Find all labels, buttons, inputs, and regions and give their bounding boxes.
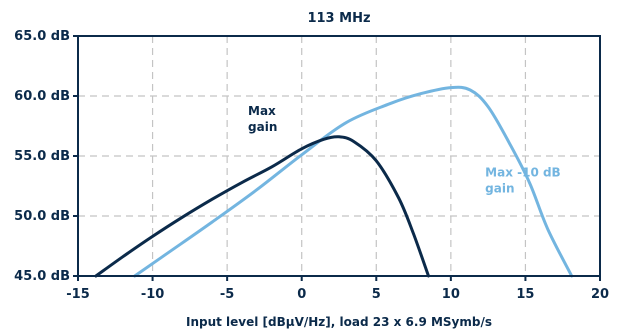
grid xyxy=(78,36,600,276)
x-tick-label: 10 xyxy=(442,287,460,302)
series-line-max-10-db-gain xyxy=(133,85,574,278)
series-layer xyxy=(94,85,574,278)
x-tick-label: 20 xyxy=(591,287,609,302)
y-tick-label: 50.0 dB xyxy=(14,209,70,224)
y-tick-label: 55.0 dB xyxy=(14,149,70,164)
x-tick-label: -5 xyxy=(220,287,234,302)
annotations: Max gain Max -10 dB gain xyxy=(248,104,561,195)
x-tick-label: 15 xyxy=(516,287,534,302)
x-tick-label: 0 xyxy=(297,287,306,302)
chart-title: 113 MHz xyxy=(307,11,370,26)
x-tick-label: 5 xyxy=(372,287,381,302)
series-annotation: Max gain xyxy=(248,104,277,134)
series-line-max-gain xyxy=(94,135,430,278)
x-tick-label: -15 xyxy=(66,287,90,302)
y-tick-label: 45.0 dB xyxy=(14,269,70,284)
series-annotation: Max -10 dB gain xyxy=(485,165,561,195)
x-axis-label: Input level [dBµV/Hz], load 23 x 6.9 MSy… xyxy=(186,315,492,329)
x-axis-ticks: -15 -10 -5 0 5 10 15 20 xyxy=(66,276,609,302)
y-axis-ticks: 45.0 dB 50.0 dB 55.0 dB 60.0 dB 65.0 dB xyxy=(14,29,78,284)
x-tick-label: -10 xyxy=(141,287,165,302)
y-tick-label: 65.0 dB xyxy=(14,29,70,44)
y-tick-label: 60.0 dB xyxy=(14,89,70,104)
